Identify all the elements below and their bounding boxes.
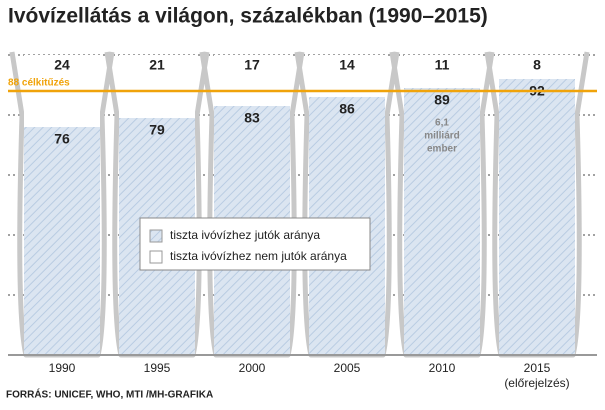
legend-label: tiszta ivóvízhez nem jutók aránya bbox=[170, 249, 347, 263]
legend-label: tiszta ivóvízhez jutók aránya bbox=[170, 228, 320, 242]
x-tick-label: 1995 bbox=[144, 361, 171, 375]
value-label: 8 bbox=[533, 57, 541, 73]
chart-title: Ivóvízellátás a világon, százalékban (19… bbox=[8, 5, 488, 28]
target-label: 88 célkitűzés bbox=[8, 78, 70, 89]
bar-segment bbox=[24, 127, 100, 355]
legend-swatch bbox=[149, 229, 163, 243]
annotation: ember bbox=[427, 144, 457, 155]
x-tick-label: 2015 bbox=[524, 361, 551, 375]
value-label: 76 bbox=[54, 131, 70, 147]
value-label: 83 bbox=[244, 110, 260, 126]
bar-segment bbox=[499, 55, 575, 79]
x-tick-label: 1990 bbox=[49, 361, 76, 375]
value-label: 89 bbox=[434, 92, 450, 108]
bar-segment bbox=[119, 55, 195, 118]
x-tick-label: 2000 bbox=[239, 361, 266, 375]
value-label: 17 bbox=[244, 57, 260, 73]
x-tick-note: (előrejelzés) bbox=[504, 376, 569, 390]
annotation: 6,1 bbox=[435, 118, 449, 129]
x-tick-label: 2010 bbox=[429, 361, 456, 375]
legend-box bbox=[139, 217, 371, 271]
value-label: 24 bbox=[54, 57, 70, 73]
x-tick-label: 2005 bbox=[334, 361, 361, 375]
bar-segment bbox=[499, 79, 575, 355]
annotation: milliárd bbox=[424, 131, 460, 142]
source: FORRÁS: UNICEF, WHO, MTI /MH-GRAFIKA bbox=[6, 388, 213, 401]
bar-segment bbox=[404, 88, 480, 355]
value-label: 86 bbox=[339, 101, 355, 117]
bar-segment bbox=[214, 55, 290, 106]
value-label: 79 bbox=[149, 122, 165, 138]
value-label: 21 bbox=[149, 57, 165, 73]
bar-segment bbox=[404, 55, 480, 88]
legend-swatch bbox=[149, 250, 163, 264]
value-label: 14 bbox=[339, 57, 355, 73]
value-label: 11 bbox=[435, 57, 450, 73]
